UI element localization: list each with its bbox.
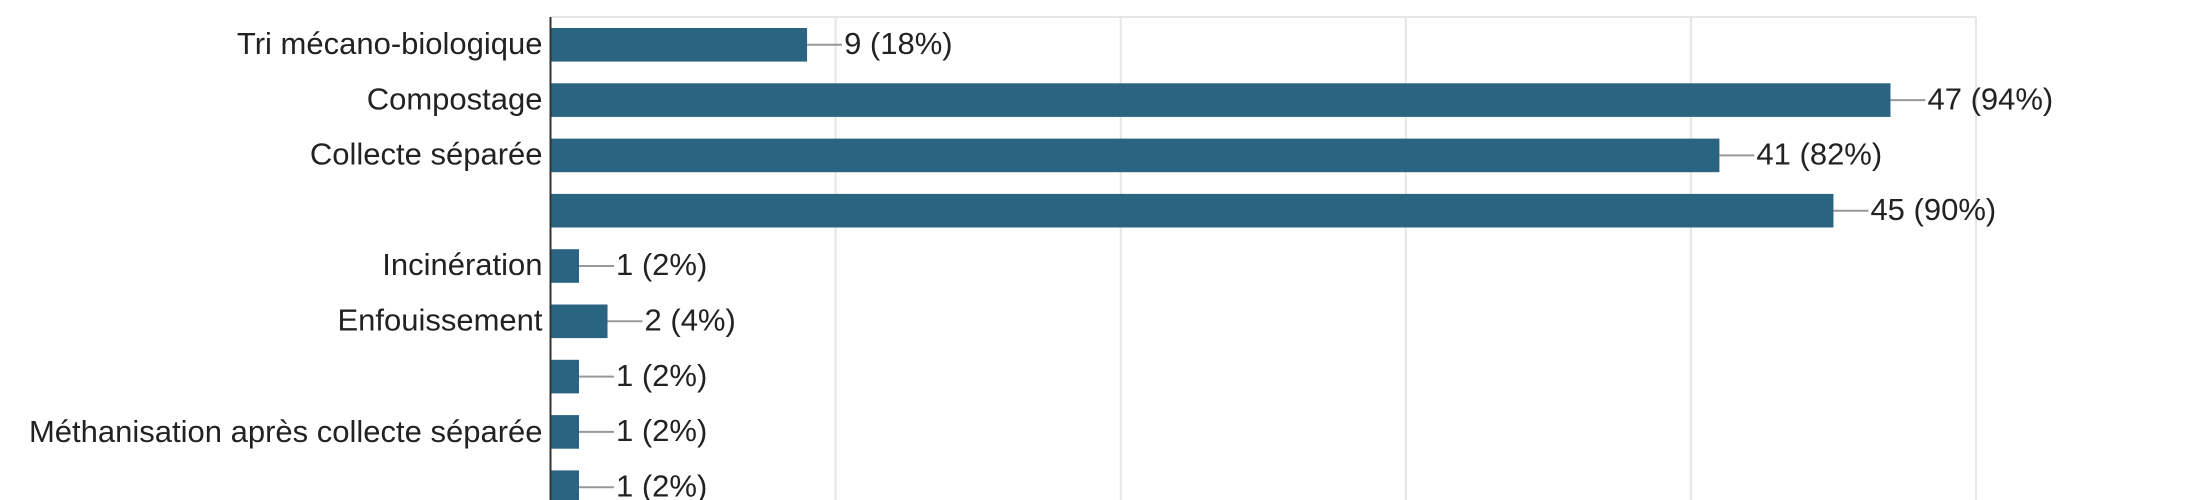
category-label-text: Méthanisation après collecte séparée [28,413,543,449]
category-label: Incinération [382,247,542,282]
value-label: 1 (2%) [616,358,707,393]
value-label: 9 (18%) [844,26,953,61]
value-label: 47 (94%) [1927,81,2053,116]
bar [550,470,580,500]
value-label: 45 (90%) [1870,192,1996,227]
bar [550,28,808,62]
category-label: Tri mécano-biologique [237,26,543,61]
bar [550,304,608,339]
bar [550,415,580,449]
value-label: 1 (2%) [616,413,707,448]
category-label: Compostage [367,81,543,116]
category-label: Méthanisation après collecte séparée [20,382,543,482]
bar [550,193,1834,228]
bar [550,249,580,283]
bar [550,83,1891,117]
value-label: 41 (82%) [1756,137,1882,172]
bar [550,138,1720,173]
category-label: Enfouissement [337,302,542,337]
value-label: 2 (4%) [645,302,736,337]
category-label: Collecte séparée [310,137,543,172]
value-label: 1 (2%) [616,468,707,500]
value-label: 1 (2%) [616,247,707,282]
category-label-box: Méthanisation après collecte séparée [20,382,543,482]
bar [550,359,580,394]
